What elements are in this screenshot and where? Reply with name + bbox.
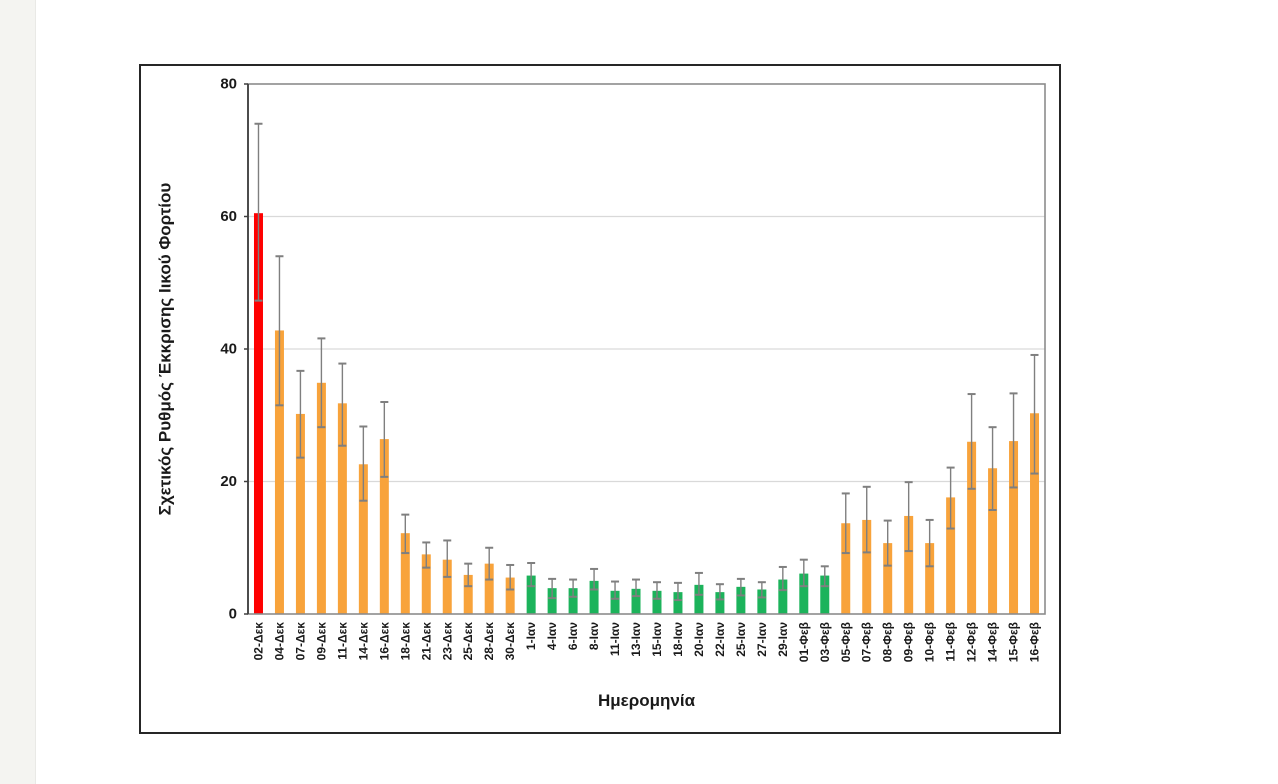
bar-11-Δεκ (337, 403, 347, 614)
bar-25-Δεκ (463, 574, 473, 614)
bar-8-Ιαν (589, 580, 599, 614)
x-tick-label: 08-Φεβ (881, 622, 895, 662)
bar-15-Φεβ (1009, 441, 1019, 614)
left-margin-strip (0, 0, 36, 784)
bar-05-Φεβ (841, 523, 851, 614)
x-tick-label: 6-Ιαν (566, 622, 580, 650)
bar-6-Ιαν (568, 588, 578, 614)
x-tick-label: 22-Ιαν (713, 622, 727, 657)
y-tick-label: 20 (220, 473, 237, 490)
x-tick-label: 04-Δεκ (272, 622, 286, 661)
bar-11-Ιαν (610, 590, 620, 614)
bar-03-Φεβ (820, 575, 830, 614)
bar-15-Ιαν (652, 590, 662, 614)
x-tick-label: 16-Φεβ (1028, 622, 1042, 662)
bar-16-Δεκ (379, 439, 389, 614)
x-tick-label: 29-Ιαν (776, 622, 790, 657)
bar-07-Δεκ (295, 413, 305, 614)
x-tick-label: 14-Δεκ (356, 622, 370, 661)
x-tick-label: 07-Φεβ (860, 622, 874, 662)
x-tick-label: 11-Φεβ (944, 622, 958, 662)
x-tick-label: 12-Φεβ (965, 622, 979, 662)
x-tick-label: 23-Δεκ (440, 622, 454, 661)
x-tick-label: 30-Δεκ (503, 622, 517, 661)
x-tick-label: 20-Ιαν (692, 622, 706, 657)
bar-20-Ιαν (694, 584, 704, 614)
x-tick-label: 4-Ιαν (545, 622, 559, 650)
x-tick-label: 09-Δεκ (314, 622, 328, 661)
bar-14-Φεβ (988, 468, 998, 614)
bar-23-Δεκ (442, 559, 452, 614)
bar-07-Φεβ (862, 519, 872, 614)
bar-4-Ιαν (547, 588, 557, 614)
bar-09-Δεκ (316, 382, 326, 614)
bar-11-Φεβ (946, 497, 956, 614)
x-tick-label: 16-Δεκ (377, 622, 391, 661)
x-tick-label: 07-Δεκ (293, 622, 307, 661)
chart-frame: 0 20 40 60 80 02-Δεκ 04-Δεκ 07-Δεκ 09-Δεκ 11-Δεκ 1… (139, 64, 1061, 734)
x-tick-label: 25-Δεκ (461, 622, 475, 661)
x-tick-label: 05-Φεβ (839, 622, 853, 662)
x-tick-label: 11-Ιαν (608, 622, 622, 656)
bar-1-Ιαν (526, 575, 536, 614)
bar-12-Φεβ (967, 441, 977, 614)
x-tick-label: 15-Ιαν (650, 622, 664, 657)
x-axis-title: Ημερομηνία (598, 691, 696, 710)
x-tick-label: 02-Δεκ (251, 622, 265, 661)
bar-02-Δεκ (253, 213, 263, 614)
bar-14-Δεκ (358, 464, 368, 614)
bar-08-Φεβ (883, 543, 893, 614)
x-tick-label: 09-Φεβ (902, 622, 916, 662)
x-tick-label: 27-Ιαν (755, 622, 769, 657)
x-tick-label: 03-Φεβ (818, 622, 832, 662)
x-tick-label: 25-Ιαν (734, 622, 748, 657)
y-tick-label: 60 (220, 208, 237, 225)
bar-18-Ιαν (673, 592, 683, 614)
x-tick-label: 8-Ιαν (587, 622, 601, 650)
y-axis-title: Σχετικός Ρυθμός Έκκρισης Ιικού Φορτίου (156, 183, 175, 516)
x-tick-label: 11-Δεκ (335, 622, 349, 660)
bar-30-Δεκ (505, 577, 515, 614)
y-tick-label: 0 (229, 606, 237, 623)
x-tick-label: 15-Φεβ (1007, 622, 1021, 662)
x-tick-label: 1-Ιαν (524, 622, 538, 650)
x-tick-label: 28-Δεκ (482, 622, 496, 661)
bar-29-Ιαν (778, 579, 788, 614)
bar-13-Ιαν (631, 588, 641, 614)
x-tick-label: 10-Φεβ (923, 622, 937, 662)
bar-16-Φεβ (1030, 413, 1040, 614)
x-tick-label: 18-Δεκ (398, 622, 412, 661)
bar-28-Δεκ (484, 563, 494, 614)
x-tick-label: 01-Φεβ (797, 622, 811, 662)
x-tick-label: 18-Ιαν (671, 622, 685, 657)
bar-18-Δεκ (400, 533, 410, 614)
bar-01-Φεβ (799, 573, 809, 614)
bar-25-Ιαν (736, 586, 746, 614)
bar-22-Ιαν (715, 592, 725, 614)
x-tick-label: 14-Φεβ (986, 622, 1000, 662)
bar-10-Φεβ (925, 543, 935, 614)
y-tick-label: 40 (220, 341, 237, 358)
bar-21-Δεκ (421, 554, 431, 614)
bar-09-Φεβ (904, 515, 914, 614)
bar-27-Ιαν (757, 589, 767, 614)
x-tick-label: 13-Ιαν (629, 622, 643, 657)
bar-04-Δεκ (274, 330, 284, 614)
chart-svg: 0 20 40 60 80 02-Δεκ 04-Δεκ 07-Δεκ 09-Δεκ 11-Δεκ 1… (156, 76, 1046, 710)
x-tick-label: 21-Δεκ (419, 622, 433, 661)
y-tick-label: 80 (220, 76, 237, 93)
